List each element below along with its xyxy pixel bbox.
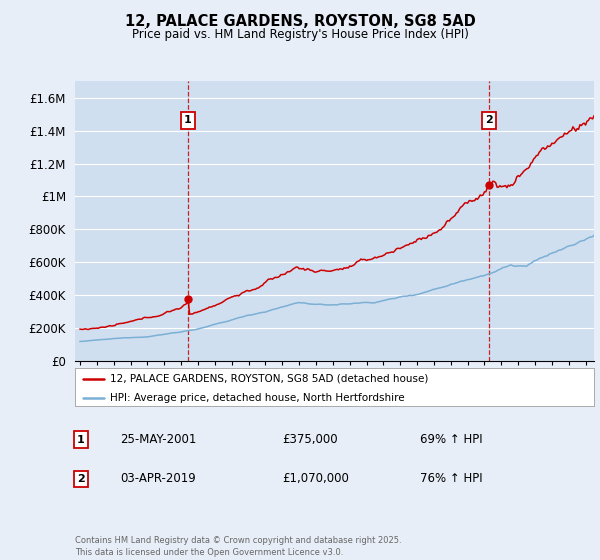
Text: 25-MAY-2001: 25-MAY-2001 bbox=[120, 433, 196, 446]
Text: 1: 1 bbox=[184, 115, 191, 125]
Text: 12, PALACE GARDENS, ROYSTON, SG8 5AD: 12, PALACE GARDENS, ROYSTON, SG8 5AD bbox=[125, 14, 475, 29]
Text: 1: 1 bbox=[77, 435, 85, 445]
Text: £375,000: £375,000 bbox=[282, 433, 338, 446]
Text: £1,070,000: £1,070,000 bbox=[282, 472, 349, 486]
Text: 69% ↑ HPI: 69% ↑ HPI bbox=[420, 433, 482, 446]
Text: HPI: Average price, detached house, North Hertfordshire: HPI: Average price, detached house, Nort… bbox=[110, 393, 405, 403]
Text: Contains HM Land Registry data © Crown copyright and database right 2025.
This d: Contains HM Land Registry data © Crown c… bbox=[75, 536, 401, 557]
Text: 03-APR-2019: 03-APR-2019 bbox=[120, 472, 196, 486]
Text: 2: 2 bbox=[77, 474, 85, 484]
Text: 76% ↑ HPI: 76% ↑ HPI bbox=[420, 472, 482, 486]
Text: Price paid vs. HM Land Registry's House Price Index (HPI): Price paid vs. HM Land Registry's House … bbox=[131, 28, 469, 41]
Text: 12, PALACE GARDENS, ROYSTON, SG8 5AD (detached house): 12, PALACE GARDENS, ROYSTON, SG8 5AD (de… bbox=[110, 374, 428, 384]
Text: 2: 2 bbox=[485, 115, 493, 125]
